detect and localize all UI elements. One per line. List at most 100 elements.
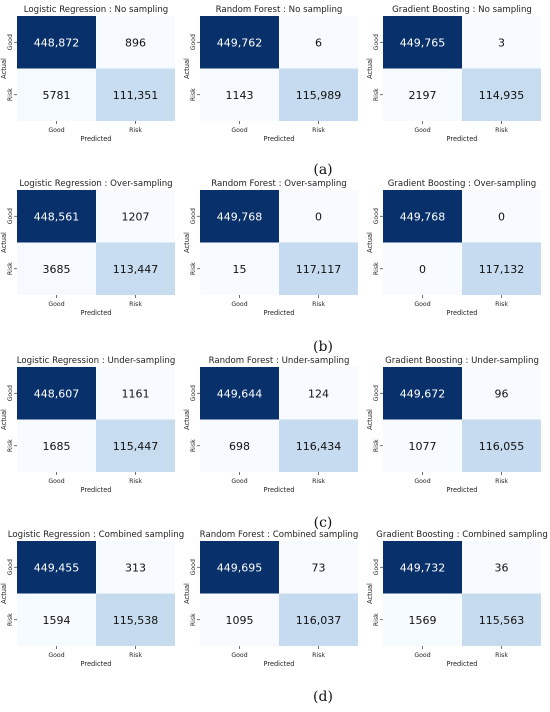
cell-value-label: 111,351 — [113, 89, 159, 102]
heatmap-cell — [17, 242, 96, 295]
x-axis-label: Predicted — [264, 309, 295, 317]
x-axis-label: Predicted — [264, 660, 295, 668]
confusion-matrix-panels: Logistic Regression : No sampling 448,872… — [0, 5, 548, 668]
chart-title: Random Forest : Combined sampling — [200, 530, 359, 540]
heatmap-cell — [279, 541, 358, 594]
cell-value-label: 115,447 — [113, 440, 159, 453]
chart-title: Logistic Regression : No sampling — [24, 5, 168, 15]
cell-value-label: 36 — [495, 561, 509, 574]
heatmap-cell — [279, 593, 358, 646]
x-tick-label: Risk — [495, 127, 508, 134]
cell-value-label: 448,561 — [34, 210, 80, 223]
chart-title: Random Forest : Over-sampling — [211, 179, 347, 189]
y-axis-label: Actual — [366, 232, 374, 253]
x-tick-label: Risk — [129, 652, 142, 659]
heatmap-cell — [17, 593, 96, 646]
heatmap-cell — [96, 190, 175, 243]
cell-value-label: 449,644 — [217, 387, 263, 400]
heatmap-cell — [462, 593, 541, 646]
panel-label-a: (a) — [313, 162, 332, 178]
chart-title: Gradient Boosting : No sampling — [392, 5, 532, 15]
heatmap-cell — [383, 68, 462, 121]
x-tick-label: Good — [48, 478, 64, 485]
heatmap-cell — [17, 68, 96, 121]
heatmap-cell — [200, 367, 279, 420]
cell-value-label: 3 — [498, 36, 505, 49]
heatmap-cell — [462, 367, 541, 420]
cell-value-label: 0 — [498, 210, 505, 223]
y-tick-label: Risk — [190, 262, 197, 275]
x-tick-label: Good — [231, 478, 247, 485]
cell-value-label: 124 — [308, 387, 329, 400]
cell-value-label: 1077 — [409, 440, 437, 453]
y-tick-label: Good — [7, 559, 14, 575]
y-axis-label: Actual — [0, 232, 8, 253]
heatmap-cell — [279, 367, 358, 420]
y-tick-label: Risk — [7, 613, 14, 626]
chart-title: Logistic Regression : Combined sampling — [8, 530, 184, 540]
x-tick-label: Risk — [129, 301, 142, 308]
confusion-matrix-3: Gradient Boosting : No sampling 449,765 3 2… — [366, 5, 541, 143]
heatmap-cell — [279, 419, 358, 472]
cell-value-label: 448,872 — [34, 36, 80, 49]
cell-value-label: 448,607 — [34, 387, 80, 400]
confusion-matrix-5: Random Forest : Over-sampling 449,768 0 15 1… — [183, 179, 358, 317]
heatmap-cell — [96, 16, 175, 69]
panel-label-d: (d) — [313, 689, 333, 705]
cell-value-label: 114,935 — [479, 89, 525, 102]
chart-title: Random Forest : Under-sampling — [209, 356, 350, 366]
x-tick-label: Risk — [495, 478, 508, 485]
y-tick-label: Risk — [373, 613, 380, 626]
x-tick-label: Good — [414, 301, 430, 308]
y-tick-label: Good — [190, 559, 197, 575]
x-axis-label: Predicted — [81, 660, 112, 668]
panel-label-c: (c) — [314, 515, 333, 531]
cell-value-label: 73 — [312, 561, 326, 574]
confusion-matrix-7: Logistic Regression : Under-sampling 448,… — [0, 356, 175, 494]
confusion-matrix-6: Gradient Boosting : Over-sampling 449,768… — [366, 179, 541, 317]
cell-value-label: 5781 — [43, 89, 71, 102]
cell-value-label: 449,768 — [217, 210, 263, 223]
heatmap-cell — [200, 68, 279, 121]
heatmap-cell — [200, 419, 279, 472]
confusion-matrix-1: Logistic Regression : No sampling 448,872… — [0, 5, 175, 143]
cell-value-label: 15 — [233, 263, 247, 276]
cell-value-label: 116,055 — [479, 440, 525, 453]
y-axis-label: Actual — [183, 58, 191, 79]
cell-value-label: 449,765 — [400, 36, 446, 49]
y-axis-label: Actual — [183, 232, 191, 253]
y-axis-label: Actual — [183, 583, 191, 604]
x-tick-label: Risk — [312, 301, 325, 308]
y-axis-label: Actual — [366, 58, 374, 79]
x-tick-label: Good — [48, 652, 64, 659]
cell-value-label: 449,672 — [400, 387, 446, 400]
y-tick-label: Risk — [190, 613, 197, 626]
heatmap-cell — [96, 419, 175, 472]
heatmap-cell — [462, 68, 541, 121]
heatmap-cell — [279, 68, 358, 121]
y-tick-label: Risk — [190, 439, 197, 452]
heatmap-cell — [383, 16, 462, 69]
cell-value-label: 117,132 — [479, 263, 525, 276]
cell-value-label: 0 — [419, 263, 426, 276]
heatmap-cell — [17, 541, 96, 594]
cell-value-label: 1161 — [122, 387, 150, 400]
heatmap-cell — [96, 367, 175, 420]
cell-value-label: 115,989 — [296, 89, 342, 102]
cell-value-label: 1594 — [43, 614, 71, 627]
y-tick-label: Risk — [190, 88, 197, 101]
heatmap-cell — [279, 16, 358, 69]
cell-value-label: 113,447 — [113, 263, 159, 276]
y-axis-label: Actual — [366, 409, 374, 430]
x-axis-label: Predicted — [447, 660, 478, 668]
y-tick-label: Risk — [7, 439, 14, 452]
x-tick-label: Risk — [495, 301, 508, 308]
heatmap-cell — [279, 190, 358, 243]
confusion-matrix-10: Logistic Regression : Combined sampling 4… — [0, 530, 184, 668]
heatmap-cell — [462, 541, 541, 594]
x-tick-label: Risk — [312, 478, 325, 485]
cell-value-label: 6 — [315, 36, 322, 49]
x-tick-label: Good — [48, 127, 64, 134]
heatmap-cell — [200, 593, 279, 646]
